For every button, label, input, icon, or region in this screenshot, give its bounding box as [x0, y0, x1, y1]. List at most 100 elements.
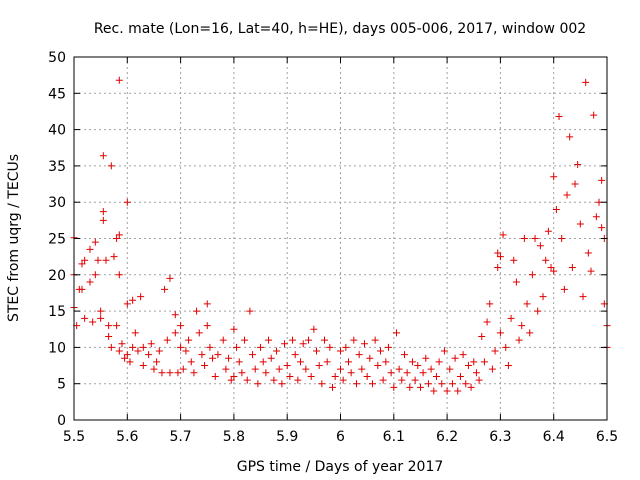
- data-point: [86, 278, 94, 286]
- data-point: [278, 380, 286, 388]
- data-point: [496, 253, 504, 261]
- data-point: [195, 329, 203, 337]
- data-point: [552, 205, 560, 213]
- data-point: [145, 351, 153, 359]
- data-point: [211, 372, 219, 380]
- data-point: [454, 387, 462, 395]
- data-point: [251, 365, 259, 373]
- data-point: [230, 325, 238, 333]
- data-point: [153, 358, 161, 366]
- data-point: [464, 362, 472, 370]
- data-point: [115, 76, 123, 84]
- data-point: [166, 274, 174, 282]
- data-point: [203, 300, 211, 308]
- data-point: [587, 267, 595, 275]
- data-point: [123, 300, 131, 308]
- data-point: [339, 376, 347, 384]
- data-point: [531, 235, 539, 242]
- data-point: [515, 336, 523, 344]
- data-point: [275, 365, 283, 373]
- data-point: [456, 372, 464, 380]
- data-point: [235, 358, 243, 366]
- data-point: [193, 307, 201, 315]
- data-point: [592, 213, 600, 221]
- y-tick-label: 35: [48, 159, 66, 175]
- data-point: [358, 365, 366, 373]
- x-tick-label: 6.4: [543, 429, 565, 445]
- data-point: [126, 358, 134, 366]
- data-point: [504, 362, 512, 370]
- data-point: [400, 351, 408, 359]
- data-point: [155, 347, 163, 355]
- data-point: [91, 271, 99, 279]
- data-point: [99, 216, 107, 224]
- x-tick-label: 6.2: [436, 429, 458, 445]
- data-point: [249, 351, 257, 359]
- data-point: [539, 293, 547, 301]
- data-point: [566, 133, 574, 141]
- data-point: [243, 376, 251, 384]
- data-point: [291, 351, 299, 359]
- data-point: [406, 383, 414, 391]
- data-point: [206, 343, 214, 351]
- data-point: [198, 351, 206, 359]
- y-tick-label: 30: [48, 195, 66, 211]
- data-point: [323, 358, 331, 366]
- data-point: [110, 253, 118, 261]
- data-point: [329, 383, 337, 391]
- data-point: [555, 113, 563, 121]
- data-point: [350, 336, 358, 344]
- data-point: [488, 365, 496, 373]
- data-point: [187, 358, 195, 366]
- data-point: [105, 322, 113, 330]
- data-point: [382, 358, 390, 366]
- data-point: [131, 329, 139, 337]
- data-point: [297, 358, 305, 366]
- data-point: [446, 365, 454, 373]
- data-point: [102, 256, 110, 264]
- data-point: [337, 347, 344, 355]
- data-point: [337, 365, 344, 373]
- data-point: [174, 369, 182, 377]
- data-point: [424, 380, 432, 388]
- data-point: [78, 285, 86, 293]
- data-point: [99, 152, 107, 160]
- data-point: [115, 271, 123, 279]
- data-point: [331, 372, 339, 380]
- data-point: [534, 307, 542, 315]
- data-point: [550, 173, 558, 181]
- data-point: [526, 329, 534, 337]
- data-point: [598, 224, 606, 232]
- data-point: [310, 325, 318, 333]
- data-point: [579, 293, 587, 301]
- data-point: [368, 380, 376, 388]
- data-point: [558, 235, 566, 242]
- data-point: [395, 365, 403, 373]
- y-tick-label: 5: [57, 377, 66, 393]
- y-tick-label: 45: [48, 86, 66, 102]
- data-point: [512, 278, 520, 286]
- data-point: [219, 336, 227, 344]
- data-point: [486, 300, 494, 308]
- data-point: [451, 354, 459, 362]
- data-point: [352, 380, 360, 388]
- data-point: [227, 376, 235, 384]
- y-tick-label: 10: [48, 340, 66, 356]
- data-point: [347, 369, 355, 377]
- data-point: [97, 314, 105, 322]
- data-point: [398, 376, 406, 384]
- data-point: [259, 358, 267, 366]
- data-point: [318, 380, 326, 388]
- data-point: [177, 322, 185, 330]
- data-point: [171, 311, 179, 319]
- data-point: [321, 336, 329, 344]
- data-point: [86, 245, 94, 253]
- grid-lines: [74, 57, 607, 420]
- data-point: [435, 358, 443, 366]
- data-point: [270, 376, 278, 384]
- data-point: [283, 362, 291, 370]
- data-point: [91, 238, 99, 246]
- data-point: [438, 380, 446, 388]
- data-point: [502, 343, 510, 351]
- data-point: [576, 220, 584, 228]
